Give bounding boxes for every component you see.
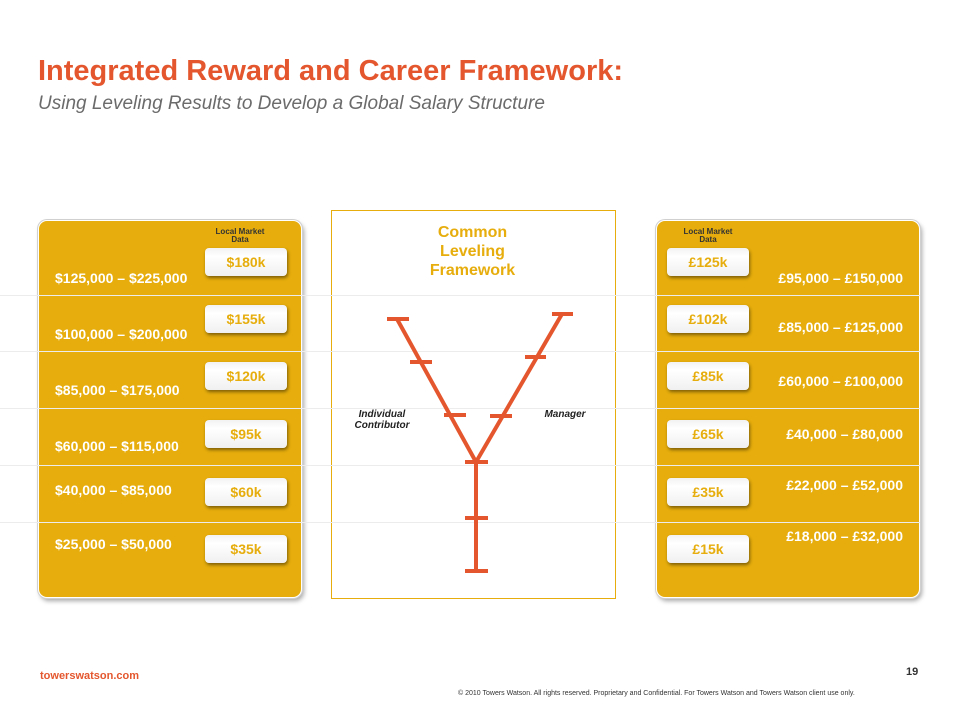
copyright-notice: © 2010 Towers Watson. All rights reserve… bbox=[458, 690, 855, 697]
left-market-value: $35k bbox=[205, 535, 287, 563]
right-market-value: £102k bbox=[667, 305, 749, 333]
right-range: £85,000 – £125,000 bbox=[778, 319, 903, 335]
footer-site-link[interactable]: towerswatson.com bbox=[40, 670, 140, 682]
left-market-value: $60k bbox=[205, 478, 287, 506]
left-range: $60,000 – $115,000 bbox=[55, 438, 179, 454]
right-market-value: £85k bbox=[667, 362, 749, 390]
page-title: Integrated Reward and Career Framework: bbox=[38, 55, 624, 87]
level-divider bbox=[0, 408, 920, 409]
right-range: £22,000 – £52,000 bbox=[786, 477, 903, 493]
left-range: $125,000 – $225,000 bbox=[55, 270, 188, 286]
right-range: £40,000 – £80,000 bbox=[786, 426, 903, 442]
right-range: £60,000 – £100,000 bbox=[778, 373, 903, 389]
level-divider bbox=[0, 522, 920, 523]
left-range: $100,000 – $200,000 bbox=[55, 326, 188, 342]
individual-contributor-label: Individual Contributor bbox=[354, 409, 410, 431]
right-market-value: £15k bbox=[667, 535, 749, 563]
right-range: £95,000 – £150,000 bbox=[778, 270, 903, 286]
individual-branch-line bbox=[395, 318, 478, 463]
left-range: $25,000 – $50,000 bbox=[55, 536, 172, 552]
level-divider bbox=[0, 295, 920, 296]
right-market-value: £65k bbox=[667, 420, 749, 448]
left-market-label: Local Market Data bbox=[215, 227, 265, 244]
left-market-value: $95k bbox=[205, 420, 287, 448]
page-number: 19 bbox=[906, 666, 919, 678]
right-market-value: £125k bbox=[667, 248, 749, 276]
right-market-value: £35k bbox=[667, 478, 749, 506]
left-market-value: $120k bbox=[205, 362, 287, 390]
left-market-value: $180k bbox=[205, 248, 287, 276]
right-market-label: Local Market Data bbox=[683, 227, 733, 244]
manager-branch-line bbox=[474, 312, 564, 464]
left-market-value: $155k bbox=[205, 305, 287, 333]
right-range: £18,000 – £32,000 bbox=[786, 528, 903, 544]
page-subtitle: Using Leveling Results to Develop a Glob… bbox=[38, 93, 545, 114]
manager-label: Manager bbox=[544, 409, 586, 420]
framework-title: Common Leveling Framework bbox=[429, 224, 516, 279]
leveling-framework-box bbox=[331, 210, 616, 599]
left-range: $85,000 – $175,000 bbox=[55, 382, 180, 398]
left-range: $40,000 – $85,000 bbox=[55, 482, 172, 498]
level-divider bbox=[0, 351, 920, 352]
level-divider bbox=[0, 465, 920, 466]
